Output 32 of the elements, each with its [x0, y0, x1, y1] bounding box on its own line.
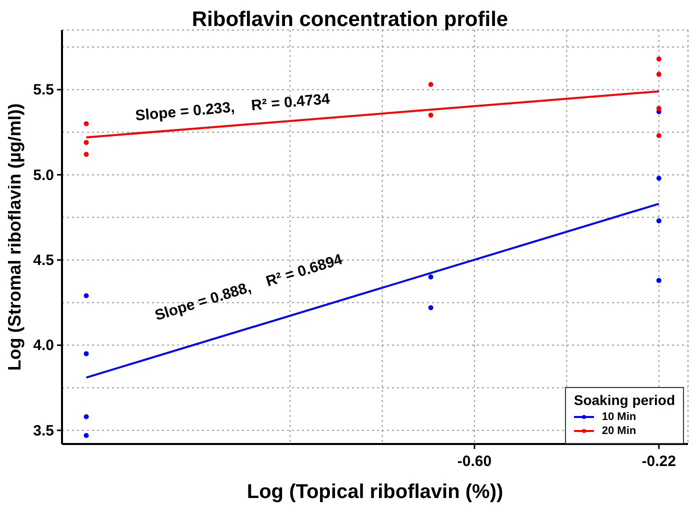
point: [84, 152, 89, 157]
annotation: Slope = 0.888, R² = 0.6894: [152, 250, 346, 324]
legend-label: 20 Min: [600, 425, 638, 437]
point: [84, 121, 89, 126]
point: [428, 274, 434, 280]
point: [84, 351, 89, 356]
point: [84, 414, 89, 420]
point: [656, 72, 662, 77]
chart-title: Riboflavin concentration profile: [190, 8, 510, 32]
legend-title: Soaking period: [574, 392, 675, 408]
y-tick-label: 3.5: [33, 422, 54, 440]
x-tick-label: -0.22: [642, 453, 676, 470]
point: [428, 82, 434, 88]
y-tick-label: 5.5: [33, 82, 54, 99]
annotation: Slope = 0.233, R² = 0.4734: [134, 90, 332, 124]
point: [656, 56, 662, 62]
point: [656, 133, 662, 138]
point: [428, 112, 434, 118]
point: [84, 432, 89, 438]
x-axis-title: Log (Topical riboflavin (%)): [246, 481, 504, 503]
point: [84, 293, 89, 298]
point: [656, 218, 662, 224]
x-tick-label: -0.60: [457, 453, 492, 470]
point: [656, 106, 662, 111]
y-tick-label: 4.0: [33, 337, 54, 354]
point: [656, 278, 662, 283]
point: [656, 176, 662, 181]
point: [84, 140, 89, 145]
legend-label: 10 Min: [600, 411, 638, 423]
y-tick-label: 5.0: [33, 166, 54, 184]
point: [428, 305, 434, 310]
y-tick-label: 4.5: [33, 252, 54, 269]
